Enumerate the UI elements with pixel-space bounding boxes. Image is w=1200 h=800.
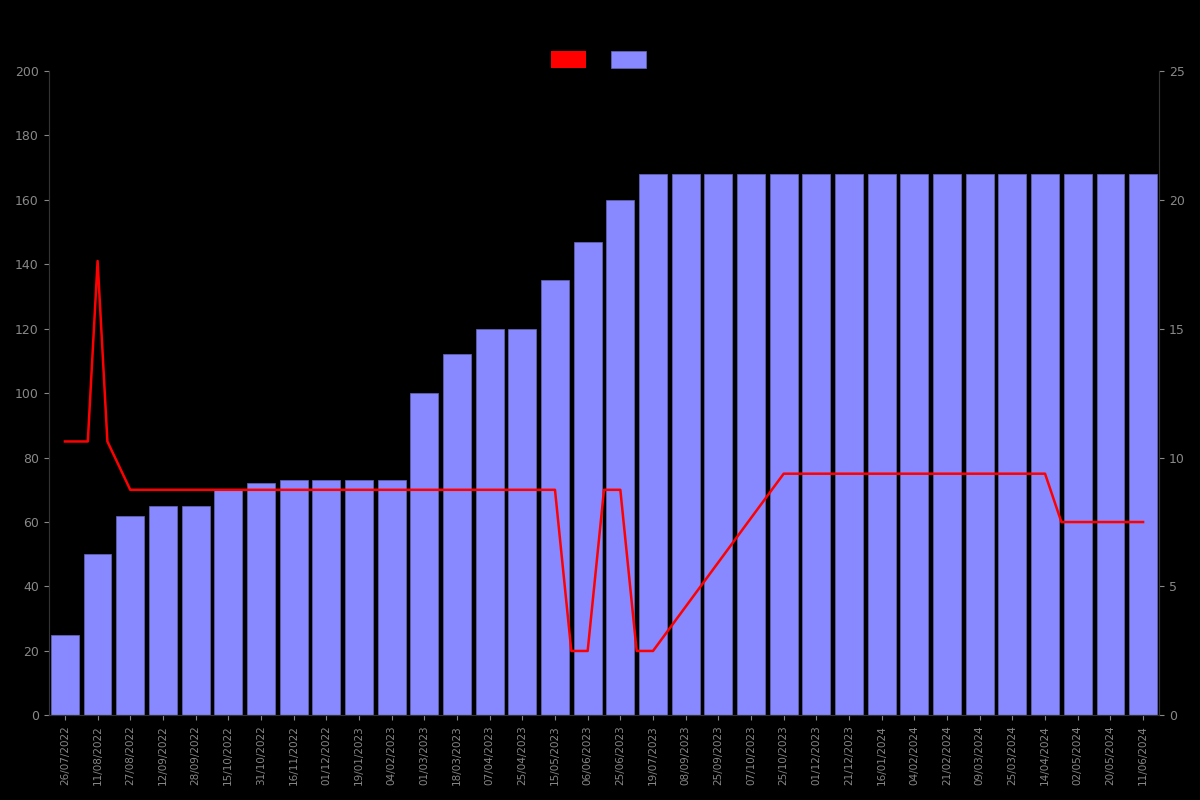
Bar [378,480,406,715]
Bar [803,174,830,715]
Bar [443,354,470,715]
Bar [1031,174,1058,715]
Bar [149,506,176,715]
Bar [116,515,144,715]
Bar [966,174,994,715]
Bar [541,280,569,715]
Bar [1064,174,1092,715]
Bar [181,506,210,715]
Bar [704,174,732,715]
Bar [280,480,307,715]
Bar [998,174,1026,715]
Bar [1097,174,1124,715]
Bar [868,174,895,715]
Bar [247,483,275,715]
Bar [84,554,112,715]
Bar [934,174,961,715]
Bar [1129,174,1157,715]
Bar [475,329,504,715]
Bar [312,480,340,715]
Bar [509,329,536,715]
Bar [640,174,667,715]
Bar [770,174,798,715]
Bar [606,200,635,715]
Bar [215,490,242,715]
Bar [900,174,929,715]
Bar [672,174,700,715]
Bar [346,480,373,715]
Bar [52,635,79,715]
Bar [574,242,601,715]
Bar [835,174,863,715]
Legend: , : , [546,46,662,74]
Bar [737,174,764,715]
Bar [410,393,438,715]
